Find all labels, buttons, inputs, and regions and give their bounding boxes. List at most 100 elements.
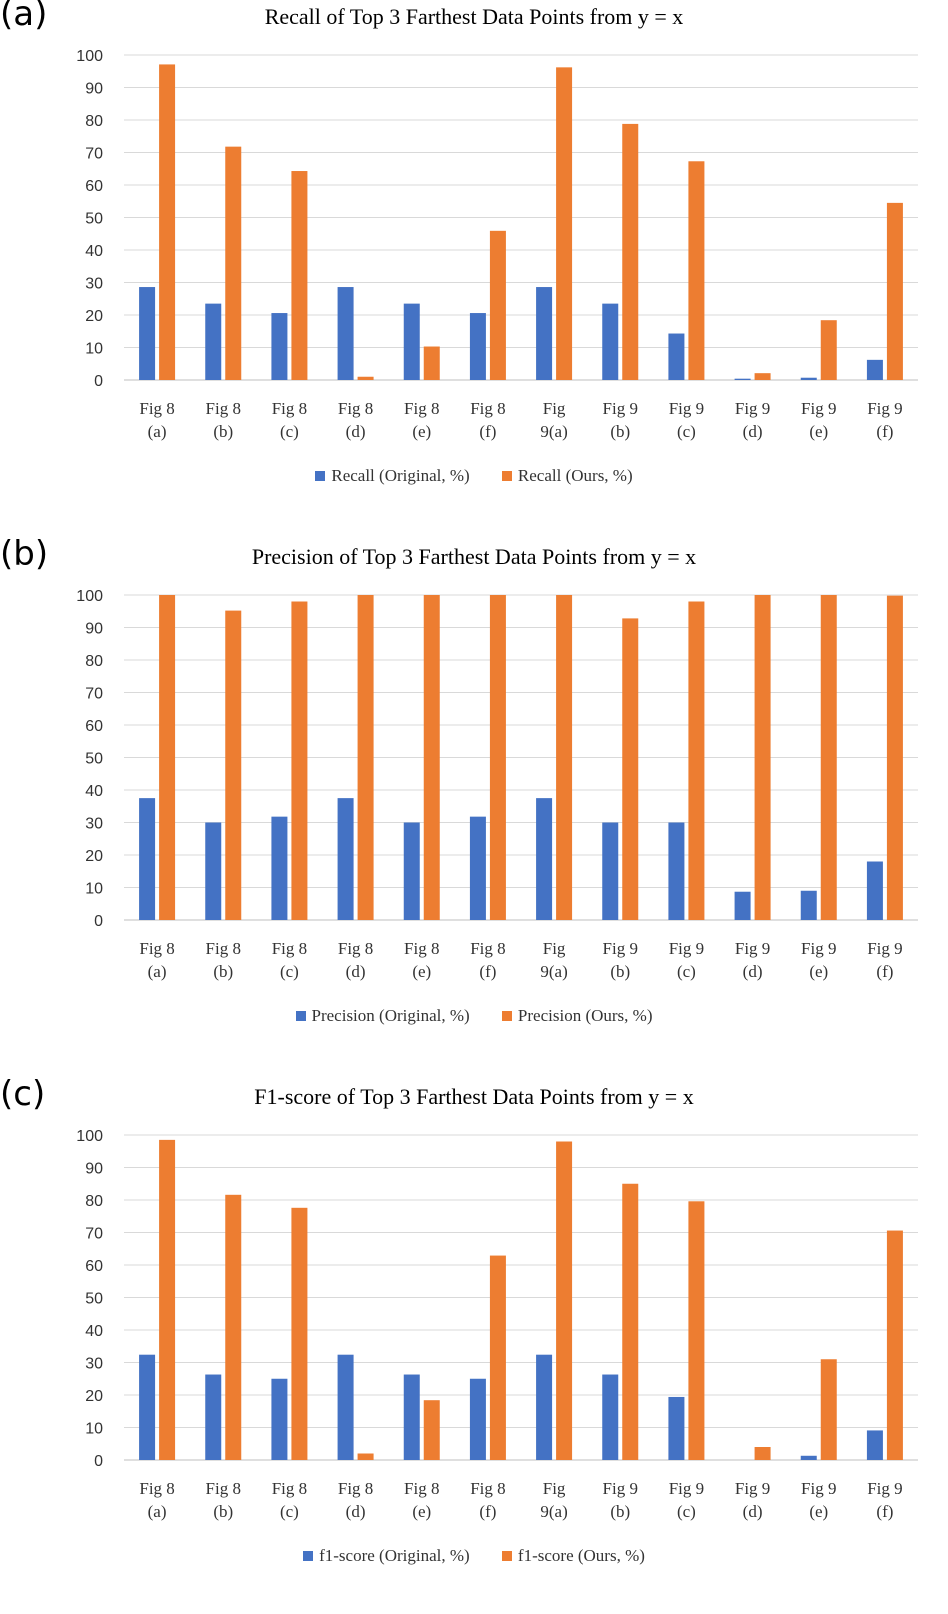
bar [225,1194,242,1460]
bar [820,1359,837,1460]
x-tick-label: 9(a) [540,422,567,441]
x-tick-label: (f) [479,962,496,981]
x-tick-label: Fig 8 [139,939,174,958]
bar [734,891,751,920]
bar [668,822,685,920]
y-tick-label: 30 [85,276,103,293]
x-tick-label: (e) [412,962,431,981]
x-tick-label: (d) [743,1502,763,1521]
x-tick-label: (d) [743,962,763,981]
bar [866,359,883,380]
bar [536,1354,553,1460]
bar [886,595,903,920]
x-tick-label: Fig 8 [272,939,307,958]
bar [820,595,837,920]
x-tick-label: (e) [412,1502,431,1521]
bar [622,1183,639,1460]
bar [469,1378,486,1460]
y-tick-label: 80 [85,1193,103,1210]
bar [403,303,420,380]
y-tick-label: 70 [85,1226,103,1243]
x-tick-label: Fig 9 [603,939,638,958]
bar [602,303,619,380]
chart-title: Recall of Top 3 Farthest Data Points fro… [264,4,684,29]
x-tick-label: (d) [346,422,366,441]
bar [688,161,705,380]
y-tick-label: 20 [85,308,103,325]
y-tick-label: 70 [85,146,103,163]
x-tick-label: (f) [876,422,893,441]
bar [337,798,354,920]
bar [800,377,817,380]
y-tick-label: 40 [85,783,103,800]
chart-legend: f1-score (Original, %) f1-score (Ours, %… [0,1546,948,1566]
bar [866,1430,883,1460]
chart-title: Precision of Top 3 Farthest Data Points … [251,544,697,569]
legend-item-ours: Recall (Ours, %) [501,466,633,486]
bar [688,601,705,920]
panel-label: (c) [0,1074,46,1114]
x-tick-label: (b) [213,422,233,441]
x-tick-label: Fig 9 [735,399,770,418]
x-tick-label: Fig [543,939,566,958]
bar [469,313,486,380]
y-tick-label: 90 [85,81,103,98]
bar [225,146,242,380]
x-tick-label: (c) [677,1502,696,1521]
bar [139,1354,156,1460]
bar [291,601,308,920]
recall-bar-chart: 0 10 20 30 40 50 60 70 80 90 100 Fig 8 (a) Fig 8 (b) Fi… [76,48,918,441]
y-tick-label: 60 [85,718,103,735]
bar [423,595,440,920]
legend-item-original: Precision (Original, %) [295,1006,470,1026]
y-tick-label: 60 [85,178,103,195]
x-tick-label: Fig 9 [669,1479,704,1498]
bar [159,1139,176,1460]
y-tick-label: 20 [85,848,103,865]
chart-legend: Recall (Original, %) Recall (Ours, %) [0,466,948,486]
chart-legend: Precision (Original, %) Precision (Ours,… [0,1006,948,1026]
x-tick-label: (b) [610,1502,630,1521]
bar [357,376,374,380]
x-tick-label: Fig 8 [139,399,174,418]
y-tick-label: 40 [85,243,103,260]
y-tick-label: 70 [85,686,103,703]
bar [205,822,222,920]
bar [291,1207,308,1460]
x-tick-label: (a) [148,1502,167,1521]
bar [754,373,771,380]
bar [668,333,685,380]
bar [536,798,553,920]
recall-chart-panel: (a) Recall of Top 3 Farthest Data Points… [0,0,948,530]
bar [556,1141,573,1460]
y-tick-label: 0 [94,373,103,390]
y-tick-label: 50 [85,1291,103,1308]
y-tick-label: 100 [76,588,103,605]
bar [159,595,176,920]
bar [403,822,420,920]
x-tick-label: Fig 8 [272,1479,307,1498]
legend-swatch-orange [501,1011,512,1022]
x-tick-label: Fig 8 [470,399,505,418]
y-tick-label: 40 [85,1323,103,1340]
x-tick-label: Fig 8 [206,939,241,958]
x-tick-label: Fig 8 [139,1479,174,1498]
panel-label: (b) [0,534,49,574]
x-tick-label: (c) [677,962,696,981]
bar [489,230,506,380]
x-tick-label: (c) [280,1502,299,1521]
bar [866,861,883,920]
y-tick-label: 10 [85,1421,103,1438]
bar [886,202,903,380]
x-tick-label: 9(a) [540,1502,567,1521]
bar [159,64,176,381]
x-tick-label: Fig 8 [470,939,505,958]
x-tick-label: Fig 9 [669,399,704,418]
bar [337,1354,354,1460]
bar [423,1400,440,1460]
x-tick-label: Fig 9 [669,939,704,958]
bar [337,287,354,380]
bar [820,320,837,380]
x-tick-label: Fig 9 [735,1479,770,1498]
x-tick-label: (b) [610,962,630,981]
